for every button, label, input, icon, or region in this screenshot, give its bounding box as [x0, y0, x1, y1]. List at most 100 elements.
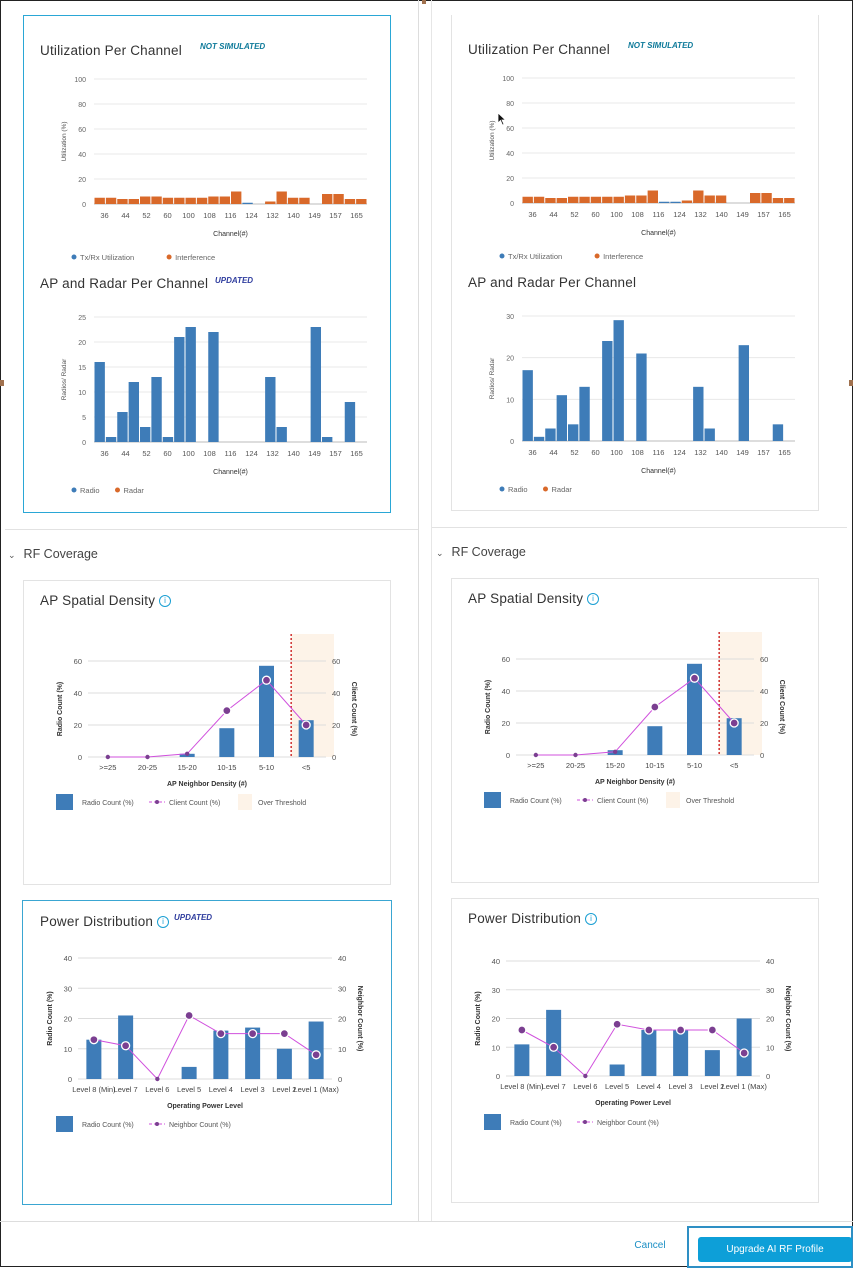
bar-radio — [545, 428, 556, 441]
info-icon[interactable]: i — [159, 595, 172, 607]
line-point — [729, 718, 739, 728]
y-tick-label: 15 — [78, 365, 86, 372]
x-tick-label: 132 — [266, 449, 279, 458]
y-tick-label: 60 — [74, 657, 82, 666]
x-tick-label: 108 — [631, 210, 644, 219]
right-rf-coverage-toggle[interactable]: ⌄ RF Coverage — [436, 545, 526, 559]
left-power-card — [22, 900, 392, 1205]
bar-radio-count — [704, 1050, 720, 1076]
upgrade-ai-rf-profile-button[interactable]: Upgrade AI RF Profile — [698, 1237, 852, 1262]
x-tick-label: 36 — [528, 448, 536, 457]
legend-label: Tx/Rx Utilization — [508, 252, 562, 261]
line-point — [184, 1010, 194, 1021]
x-tick-label: 5-10 — [687, 761, 702, 770]
x-tick-label: 165 — [778, 210, 791, 219]
left-density-chart: 0 0 20 20 40 40 60 60 Radio Count (%) Client Coun… — [56, 634, 357, 810]
x-axis-label: Operating Power Level — [167, 1103, 243, 1110]
cancel-button[interactable]: Cancel — [634, 1240, 666, 1251]
footer-divider — [0, 1221, 853, 1222]
bar-interference — [94, 197, 105, 204]
y-tick-label: 100 — [502, 76, 514, 83]
y-tick-label: 20 — [74, 721, 82, 730]
x-tick-label: 52 — [570, 210, 578, 219]
x-tick-label: Level 4 — [209, 1085, 233, 1094]
bar-radio-count — [86, 1039, 102, 1079]
line-point — [279, 1028, 290, 1039]
x-tick-label: 140 — [287, 211, 300, 220]
y2-tick-label: 10 — [338, 1045, 346, 1054]
info-icon[interactable]: i — [157, 916, 170, 928]
y-tick-label: 40 — [74, 689, 82, 698]
x-tick-label: Level 8 (Min) — [500, 1082, 544, 1091]
info-icon[interactable]: i — [587, 593, 600, 605]
info-icon[interactable]: i — [585, 913, 598, 925]
bar-interference — [231, 191, 242, 204]
x-axis-label: Channel(#) — [213, 231, 248, 238]
x-tick-label: <5 — [730, 761, 739, 770]
x-tick-label: 100 — [182, 211, 195, 220]
y-tick-label: 10 — [78, 390, 86, 397]
y-tick-label: 0 — [510, 439, 514, 446]
x-tick-label: 10-15 — [645, 761, 664, 770]
right-density-chart: 0 0 20 20 40 40 60 60 Radio Count (%) Client Coun… — [484, 632, 785, 808]
left-util-badge: NOT SIMULATED — [200, 42, 266, 51]
line-client-count- — [535, 677, 735, 756]
bar-interference — [208, 196, 219, 204]
x-tick-label: >=25 — [99, 763, 116, 772]
legend-dot — [166, 254, 172, 260]
y2-tick-label: 20 — [332, 721, 340, 730]
x-tick-label: 100 — [610, 210, 623, 219]
bar-interference — [128, 199, 139, 204]
x-tick-label: Level 4 — [637, 1082, 661, 1091]
x-tick-label: Level 7 — [542, 1082, 566, 1091]
y2-axis-label: Neighbor Count (%) — [356, 986, 363, 1052]
legend-label: Interference — [175, 253, 215, 262]
bar-radio-count — [245, 1027, 261, 1079]
bar-interference — [693, 190, 704, 203]
y-tick-label: 60 — [502, 655, 510, 664]
x-tick-label: 116 — [225, 211, 237, 220]
bar-interference — [715, 195, 727, 203]
bar-interference — [333, 194, 344, 204]
bar-interference — [579, 196, 590, 203]
resize-handle-left[interactable] — [0, 380, 4, 386]
x-tick-label: 60 — [163, 449, 171, 458]
x-tick-label: 149 — [736, 448, 749, 457]
bar-interference — [533, 196, 545, 203]
legend-label: Neighbor Count (%) — [597, 1120, 659, 1127]
bar-radio — [185, 327, 196, 442]
y-tick-label: 10 — [492, 1043, 500, 1052]
right-utilization-chart: 0 20 40 60 80 100 Utilization (%) 36 44 52 60 100 10… — [489, 76, 795, 261]
bar-interference — [636, 195, 647, 203]
left-util-title: Utilization Per Channel — [40, 43, 182, 58]
x-axis-label: AP Neighbor Density (#) — [167, 781, 247, 788]
bar-radio — [522, 370, 533, 441]
x-tick-label: 52 — [570, 448, 578, 457]
bar-radio — [117, 412, 128, 442]
y2-tick-label: 10 — [766, 1043, 774, 1052]
y2-axis-label: Client Count (%) — [778, 680, 785, 734]
x-tick-label: 36 — [100, 449, 108, 458]
x-axis-label: Operating Power Level — [595, 1100, 671, 1107]
bar-radio — [568, 424, 579, 441]
x-tick-label: 60 — [591, 210, 599, 219]
x-tick-label: Level 7 — [114, 1085, 138, 1094]
resize-handle-right[interactable] — [849, 380, 853, 386]
x-tick-label: Level 3 — [241, 1085, 265, 1094]
x-tick-label: 20-25 — [138, 763, 157, 772]
x-tick-label: 124 — [245, 211, 258, 220]
chevron-down-icon: ⌄ — [436, 548, 444, 558]
line-point — [548, 1042, 559, 1052]
y-tick-label: 20 — [64, 1015, 72, 1024]
y-tick-label: 10 — [64, 1045, 72, 1054]
left-rf-coverage-toggle[interactable]: ⌄ RF Coverage — [8, 547, 98, 561]
y-tick-label: 5 — [82, 415, 86, 422]
legend-swatch-threshold — [666, 792, 680, 808]
y-axis-label: Radio Count (%) — [485, 680, 492, 734]
legend-dot — [71, 487, 77, 493]
left-utilization-chart: 0 20 40 60 80 100 Utilization (%) 36 44 52 60 100 10… — [61, 77, 367, 262]
y-tick-label: 30 — [492, 986, 500, 995]
resize-handle-top[interactable] — [422, 0, 426, 4]
bar-radio — [162, 437, 174, 442]
y-tick-label: 0 — [82, 440, 86, 447]
